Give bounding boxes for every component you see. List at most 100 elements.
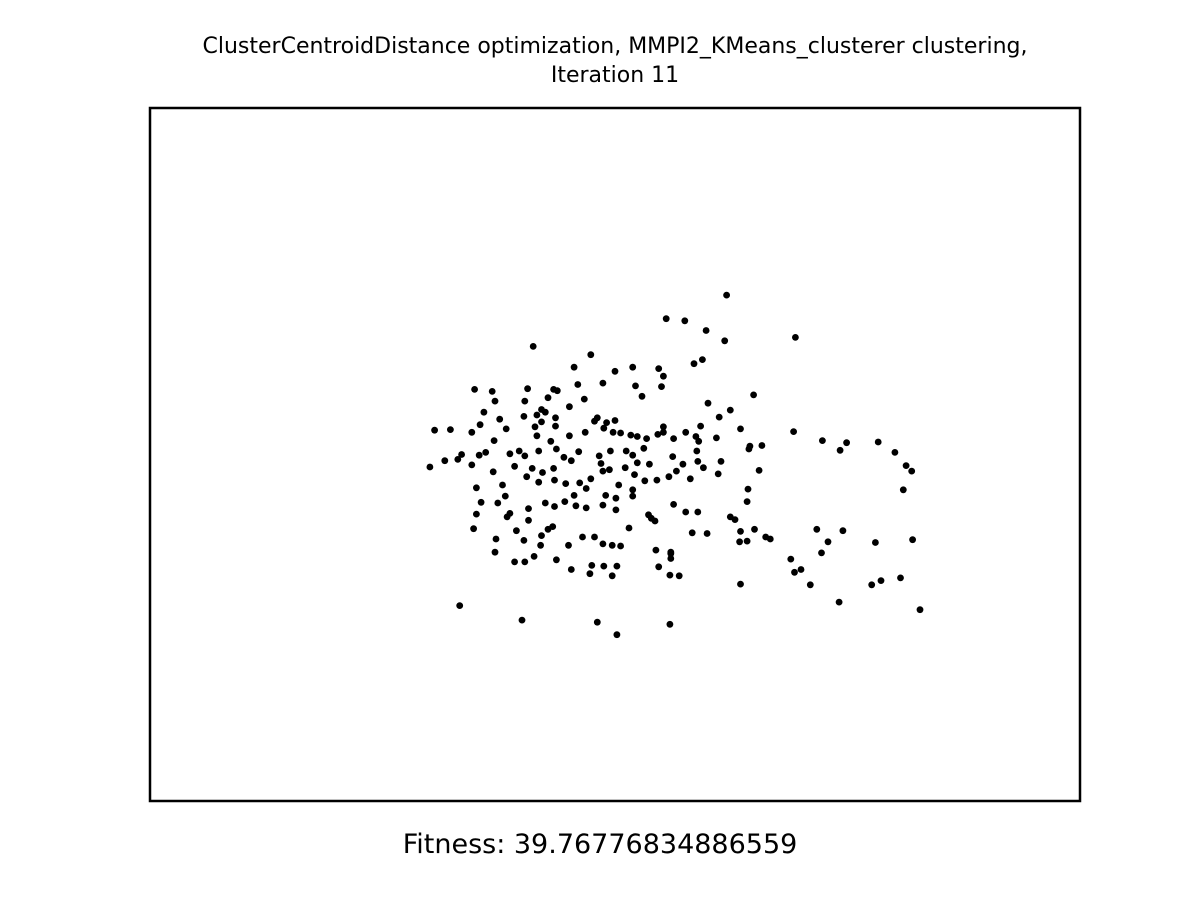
scatter-point — [662, 315, 670, 323]
scatter-point — [699, 356, 706, 363]
scatter-point — [553, 556, 560, 564]
scatter-point — [488, 388, 496, 395]
scatter-point — [743, 537, 751, 545]
scatter-point — [468, 428, 476, 436]
scatter-point — [576, 479, 584, 487]
scatter-point — [675, 572, 683, 580]
scatter-point — [629, 486, 637, 494]
scatter-point — [704, 399, 712, 407]
scatter-point — [511, 558, 518, 566]
scatter-point — [665, 473, 673, 481]
scatter-point — [600, 424, 608, 432]
scatter-point — [535, 478, 543, 486]
scatter-point — [792, 334, 799, 341]
scatter-point — [458, 451, 465, 458]
scatter-point — [723, 291, 730, 299]
scatter-point — [681, 317, 689, 325]
scatter-point — [836, 446, 844, 454]
scatter-point — [737, 528, 744, 535]
scatter-point — [682, 508, 690, 516]
scatter-point — [541, 499, 549, 507]
scatter-point — [627, 431, 635, 439]
scatter-point — [682, 428, 690, 436]
scatter-point — [529, 343, 537, 350]
scatter-point — [726, 513, 734, 521]
scatter-point — [666, 571, 674, 579]
scatter-point — [868, 581, 876, 589]
scatter-point — [791, 568, 798, 576]
scatter-point — [806, 581, 814, 589]
scatter-point — [502, 425, 510, 433]
scatter-point — [470, 525, 477, 533]
scatter-point — [538, 418, 545, 426]
scatter-point — [468, 461, 476, 469]
scatter-point — [544, 394, 552, 402]
scatter-point — [521, 452, 529, 460]
scatter-point — [565, 541, 572, 549]
scatter-point — [581, 428, 589, 436]
scatter-point — [513, 527, 520, 535]
scatter-point — [525, 516, 532, 524]
scatter-point — [473, 484, 480, 492]
scatter-point — [582, 504, 590, 512]
scatter-point — [471, 386, 478, 393]
scatter-point — [813, 525, 821, 533]
scatter-point — [891, 449, 899, 456]
scatter-point — [550, 386, 557, 393]
scatter-point — [660, 423, 667, 431]
scatter-point — [547, 437, 555, 445]
scatter-point — [553, 445, 560, 453]
scatter-point — [694, 458, 702, 465]
scatter-point — [655, 365, 663, 372]
scatter-point — [755, 467, 763, 474]
scatter-point — [617, 429, 624, 437]
scatter-point — [533, 432, 541, 440]
scatter-point — [688, 529, 696, 537]
scatter-point — [525, 505, 532, 512]
scatter-point — [521, 558, 529, 566]
scatter-point — [673, 467, 680, 475]
scatter-points — [426, 291, 924, 639]
scatter-point — [591, 417, 598, 425]
scatter-point — [633, 459, 641, 467]
scatter-point — [586, 570, 594, 578]
scatter-point — [606, 466, 613, 474]
scatter-point — [491, 548, 499, 556]
scatter-point — [629, 451, 637, 459]
scatter-point — [524, 385, 531, 393]
scatter-point — [566, 403, 573, 411]
fitness-label: Fitness: 39.76776834886559 — [402, 829, 798, 860]
scatter-point — [550, 465, 557, 472]
scatter-point — [660, 428, 667, 436]
scatter-point — [743, 498, 751, 505]
scatter-point — [539, 469, 546, 476]
scatter-point — [638, 392, 646, 400]
scatter-point — [835, 598, 843, 606]
scatter-point — [686, 475, 694, 483]
scatter-point — [480, 408, 488, 416]
scatter-point — [599, 467, 607, 475]
scatter-point — [572, 502, 580, 510]
scatter-point — [726, 406, 734, 414]
scatter-point — [599, 501, 607, 509]
scatter-point — [426, 463, 434, 471]
scatter-point — [476, 421, 484, 429]
scatter-point — [693, 447, 701, 455]
scatter-point — [629, 492, 637, 500]
scatter-point — [523, 473, 531, 481]
scatter-point — [561, 498, 569, 505]
scatter-point — [591, 533, 598, 541]
scatter-point — [579, 533, 586, 541]
scatter-point — [617, 542, 624, 550]
scatter-point — [839, 527, 847, 535]
scatter-point — [744, 485, 752, 493]
scatter-point — [607, 447, 614, 455]
scatter-point — [909, 536, 916, 544]
scatter-point — [631, 471, 638, 478]
scatter-point — [552, 414, 559, 422]
scatter-point — [580, 395, 588, 403]
scatter-point — [612, 506, 620, 514]
scatter-point — [621, 464, 629, 472]
scatter-point — [567, 457, 575, 465]
